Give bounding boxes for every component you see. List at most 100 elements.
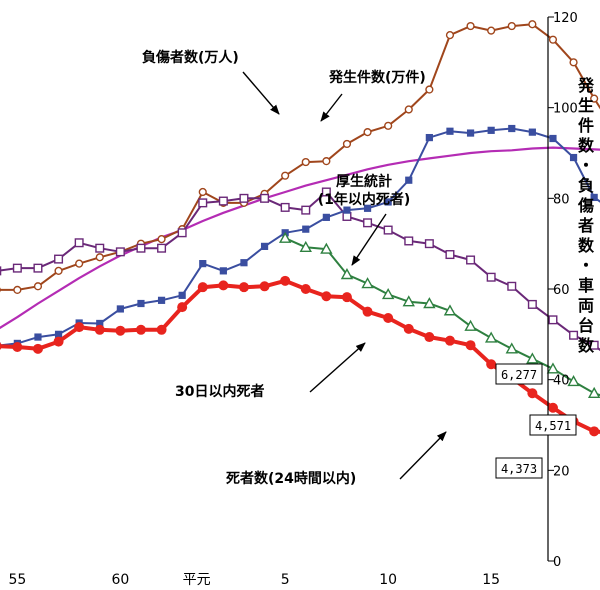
x-tick-label: 5 xyxy=(281,572,290,588)
point-mhlw xyxy=(95,243,105,253)
point-injured xyxy=(384,121,393,130)
right-axis-title-char: 発 xyxy=(577,76,594,95)
point-accidents xyxy=(549,134,557,143)
right-axis-title-char: ・ xyxy=(577,256,594,275)
right-axis-title-char: 負 xyxy=(577,176,594,195)
x-axis: 55 60 平元 5 10 15 xyxy=(8,572,500,588)
y-tick-label: 0 xyxy=(553,555,561,570)
point-injured xyxy=(425,85,434,94)
point-accidents xyxy=(34,333,42,341)
point-deaths xyxy=(424,332,435,343)
point-mhlw xyxy=(363,218,373,228)
value-box-frame xyxy=(495,363,543,385)
y-tick-label: 80 xyxy=(553,192,570,207)
point-accidents xyxy=(240,259,248,267)
right-axis-title-char: 両 xyxy=(577,296,594,315)
value-box-text: 4,571 xyxy=(535,419,571,433)
point-mhlw xyxy=(301,205,311,215)
point-mhlw xyxy=(198,198,208,208)
right-axis-title-char: 車 xyxy=(577,276,594,295)
point-accidents xyxy=(446,127,454,135)
series-vehicles xyxy=(0,146,600,330)
right-axis-title-char: 数 xyxy=(577,336,594,355)
point-mhlw xyxy=(507,281,517,291)
point-injured xyxy=(75,259,84,268)
y-tick-label: 100 xyxy=(553,102,578,117)
point-injured xyxy=(445,31,455,40)
point-30day xyxy=(278,231,292,243)
point-deaths xyxy=(403,323,414,334)
x-tick-label: 15 xyxy=(482,572,500,588)
point-accidents xyxy=(425,133,433,142)
annotation-accidents: 発生件数(万件) xyxy=(328,69,426,86)
point-deaths xyxy=(53,336,64,347)
point-accidents xyxy=(322,213,330,221)
x-tick-label: 平元 xyxy=(183,572,211,588)
series-line-accidents xyxy=(0,127,600,347)
point-30day xyxy=(340,268,354,280)
point-deaths xyxy=(259,281,270,292)
point-injured xyxy=(507,21,516,31)
point-deaths xyxy=(238,282,249,293)
point-injured xyxy=(487,26,496,35)
annotation-injured: 負傷者数(万人) xyxy=(142,49,239,66)
point-deaths xyxy=(362,306,373,317)
point-accidents xyxy=(487,126,495,134)
y-tick-label: 40 xyxy=(553,374,570,389)
x-tick-label: 10 xyxy=(379,572,397,588)
series-injured xyxy=(0,20,600,295)
point-mhlw xyxy=(548,315,558,325)
value-box-30day: 4,571 xyxy=(529,414,577,436)
series-line-vehicles xyxy=(0,146,600,330)
point-30day xyxy=(567,375,580,387)
right-axis-title-char: 件 xyxy=(577,116,594,135)
annotation-mhlw-line1: 厚生統計 xyxy=(336,173,392,190)
point-accidents xyxy=(384,198,392,206)
point-deaths xyxy=(0,342,2,350)
point-accidents xyxy=(508,124,516,133)
point-mhlw xyxy=(589,340,599,350)
point-injured xyxy=(404,105,413,114)
annotation-accidents-arrow xyxy=(320,93,343,122)
point-accidents xyxy=(178,291,186,299)
value-box-frame xyxy=(495,457,543,479)
series-line-injured xyxy=(0,23,600,291)
point-accidents xyxy=(363,204,372,212)
point-deaths xyxy=(465,340,476,351)
point-injured xyxy=(363,128,372,137)
point-30day xyxy=(546,362,560,374)
x-tick-label: 55 xyxy=(8,572,26,588)
point-mhlw xyxy=(239,193,249,203)
value-box-text: 4,373 xyxy=(501,462,537,476)
series-mhlw xyxy=(0,187,600,352)
annotation-30day-arrow xyxy=(309,342,366,393)
point-mhlw xyxy=(115,247,125,257)
value-box-mhlw: 6,277 xyxy=(495,363,543,385)
point-injured xyxy=(590,94,599,103)
series-accidents xyxy=(0,124,600,350)
point-30day xyxy=(361,277,374,289)
point-mhlw xyxy=(136,243,146,253)
series-line-mhlw xyxy=(0,191,600,352)
point-30day xyxy=(526,352,539,364)
point-accidents xyxy=(219,267,227,275)
point-deaths xyxy=(547,402,558,413)
annotation-30day: 30日以内死者 xyxy=(175,383,264,400)
point-deaths xyxy=(218,280,229,291)
point-accidents xyxy=(590,193,598,202)
point-injured xyxy=(281,171,290,180)
point-accidents xyxy=(466,129,475,137)
point-deaths xyxy=(300,284,311,294)
value-box-text: 6,277 xyxy=(501,368,537,382)
point-deaths xyxy=(589,426,600,437)
right-axis-title-char: 数 xyxy=(577,236,594,255)
point-30day xyxy=(443,304,457,316)
point-injured xyxy=(528,20,537,29)
point-mhlw xyxy=(280,202,290,212)
point-accidents xyxy=(569,153,578,162)
point-30day xyxy=(484,331,498,343)
point-injured xyxy=(95,253,104,262)
point-30day xyxy=(587,386,600,398)
point-injured xyxy=(13,285,22,295)
